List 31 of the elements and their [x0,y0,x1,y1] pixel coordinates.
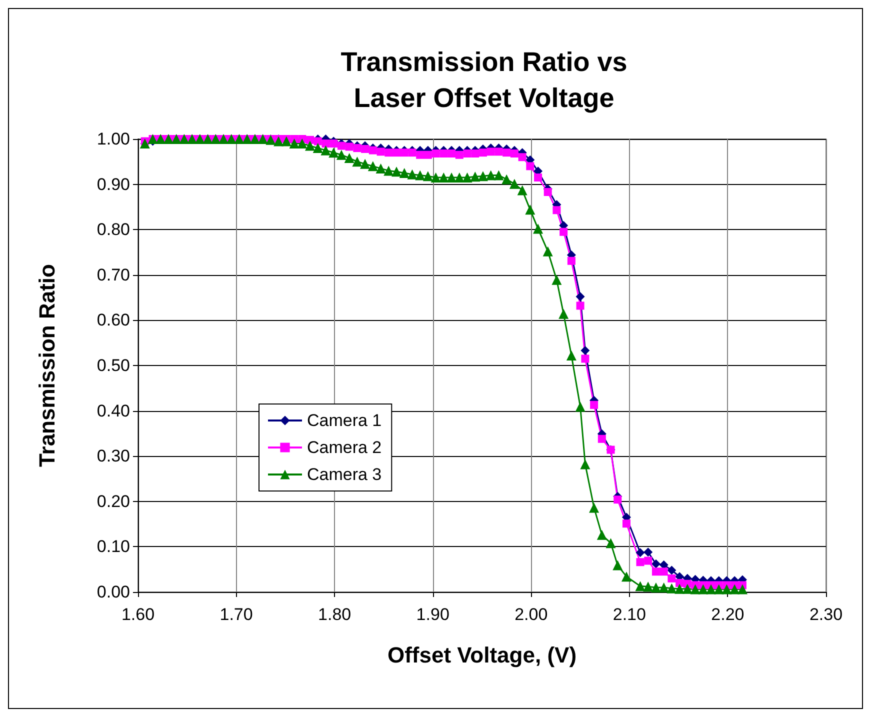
y-tick-label: 0.70 [96,265,130,284]
x-tick-label: 1.60 [121,605,155,624]
point [667,566,676,575]
point [644,548,653,557]
y-tick-label: 0.10 [96,537,130,556]
legend-label: Camera 3 [307,465,382,484]
x-tick-label: 1.90 [416,605,450,624]
point [651,559,660,568]
y-tick-label: 0.50 [96,356,130,375]
y-tick-label: 0.30 [96,446,130,466]
y-axis-title: Transmission Ratio [34,264,60,467]
y-tick-label: 0.60 [96,310,130,330]
x-tick-label: 2.30 [809,605,843,624]
legend-label: Camera 2 [307,438,382,457]
x-tick-label: 2.00 [514,605,548,624]
y-tick-label: 0.80 [96,220,130,240]
y-tick-label: 0.40 [96,401,130,420]
x-tick-label: 1.80 [318,605,352,624]
point [636,548,645,558]
y-tick-label: 0.90 [96,174,130,194]
x-tick-label: 1.70 [220,605,253,624]
y-tick-label: 0.20 [96,492,130,511]
point [576,292,585,302]
chart-title: Transmission Ratio vs Laser Offset Voltage [340,47,628,113]
x-axis-title: Offset Voltage, (V) [387,642,577,668]
y-tick-label: 1.00 [96,130,130,148]
x-tick-label: 2.20 [711,605,744,624]
point [580,346,590,356]
y-tick-label: 0.00 [96,582,130,602]
legend-label: Camera 1 [307,411,382,430]
x-tick-label: 2.10 [612,605,646,624]
